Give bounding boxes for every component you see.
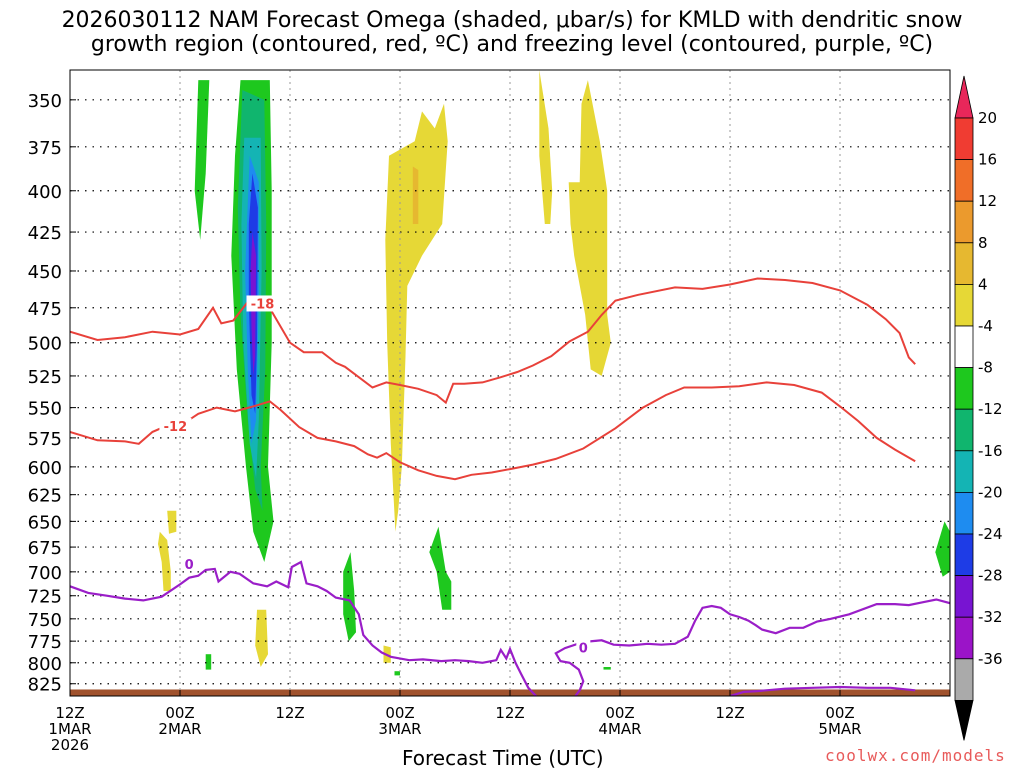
y-tick-label-375: 375 bbox=[28, 138, 62, 159]
x-tick-label-48-1: 12Z bbox=[495, 704, 524, 722]
x-tick-label-0-1: 12Z bbox=[55, 704, 84, 722]
x-tick-label-12-2: 2MAR bbox=[158, 720, 201, 738]
freezing-level-contour-2 bbox=[729, 685, 916, 696]
y-tick-label-750: 750 bbox=[28, 610, 62, 631]
x-axis-title: Forecast Time (UTC) bbox=[402, 746, 604, 770]
omega-region-green-left-lobe bbox=[194, 80, 210, 240]
colorbar-box-6 bbox=[954, 325, 974, 368]
y-tick-label-550: 550 bbox=[28, 399, 62, 420]
dendritic-contour-0 bbox=[70, 277, 916, 405]
colorbar-label--4: -4 bbox=[978, 317, 993, 335]
x-tick-label-84-2: 5MAR bbox=[818, 720, 861, 738]
colorbar-label--16: -16 bbox=[978, 442, 1003, 460]
y-tick-label-825: 825 bbox=[28, 675, 62, 696]
omega-region-orange-mid-spot bbox=[412, 166, 419, 224]
omega-region-green-speck-right bbox=[603, 667, 611, 670]
x-tick-label-60-2: 4MAR bbox=[598, 720, 641, 738]
x-tick-label-36-2: 3MAR bbox=[378, 720, 421, 738]
y-tick-label-425: 425 bbox=[28, 223, 62, 244]
omega-region-green-speck-left bbox=[205, 654, 212, 670]
colorbar-box-14 bbox=[954, 658, 974, 701]
y-tick-label-725: 725 bbox=[28, 587, 62, 608]
colorbar-label--12: -12 bbox=[978, 400, 1003, 418]
x-tick-label-12-1: 00Z bbox=[165, 704, 194, 722]
omega-region-yellow-mid-plume bbox=[385, 103, 448, 532]
y-tick-label-800: 800 bbox=[28, 654, 62, 675]
contour-label-red-1: -12 bbox=[164, 420, 188, 435]
y-tick-label-600: 600 bbox=[28, 458, 62, 479]
contour-label-bg-purple-0 bbox=[182, 556, 197, 572]
colorbar-label--36: -36 bbox=[978, 650, 1003, 668]
omega-region-yellow-right-plume bbox=[539, 70, 553, 224]
colorbar-label-4: 4 bbox=[978, 275, 988, 293]
y-tick-label-575: 575 bbox=[28, 429, 62, 450]
y-tick-label-500: 500 bbox=[28, 334, 62, 355]
y-tick-label-625: 625 bbox=[28, 486, 62, 507]
colorbar-top-arrow bbox=[954, 75, 974, 119]
omega-region-yellow-lower-left-2 bbox=[167, 510, 177, 534]
y-tick-label-525: 525 bbox=[28, 367, 62, 388]
x-tick-label-0-3: 2026 bbox=[51, 736, 89, 754]
x-tick-label-72-1: 12Z bbox=[715, 704, 744, 722]
colorbar-box-13 bbox=[954, 616, 974, 660]
colorbar-box-8 bbox=[954, 408, 974, 452]
omega-region-green-far-right bbox=[935, 521, 950, 577]
colorbar-label-16: 16 bbox=[978, 151, 997, 169]
omega-region-green-lower-2 bbox=[429, 526, 452, 610]
y-tick-label-400: 400 bbox=[28, 182, 62, 203]
omega-region-yellow-far-right bbox=[568, 80, 611, 376]
chart-title-line1: 2026030112 NAM Forecast Omega (shaded, μ… bbox=[61, 8, 963, 33]
omega-region-green-lower-3 bbox=[394, 671, 400, 676]
colorbar-label--8: -8 bbox=[978, 359, 993, 377]
x-tick-label-0-2: 1MAR bbox=[48, 720, 91, 738]
chart-title-line2: growth region (contoured, red, ºC) and f… bbox=[90, 32, 934, 57]
colorbar-bottom-arrow bbox=[954, 700, 974, 741]
x-tick-label-60-1: 00Z bbox=[605, 704, 634, 722]
contour-label-purple-1: 0 bbox=[579, 641, 588, 656]
y-tick-label-675: 675 bbox=[28, 538, 62, 559]
omega-region-green-lower-1 bbox=[343, 552, 356, 642]
colorbar-box-11 bbox=[954, 533, 974, 576]
colorbar-box-9 bbox=[954, 450, 974, 493]
contour-label-bg-red-0 bbox=[246, 295, 279, 312]
x-tick-label-24-1: 12Z bbox=[275, 704, 304, 722]
colorbar-label--32: -32 bbox=[978, 608, 1003, 626]
colorbar-label-8: 8 bbox=[978, 234, 988, 252]
colorbar-box-5 bbox=[954, 283, 974, 327]
colorbar-label-20: 20 bbox=[978, 109, 997, 127]
colorbar-box-7 bbox=[954, 367, 974, 410]
dendritic-contour-1 bbox=[70, 381, 916, 481]
y-tick-label-350: 350 bbox=[28, 91, 62, 112]
contour-label-red-0: -18 bbox=[251, 297, 275, 312]
colorbar-label--28: -28 bbox=[978, 567, 1003, 585]
colorbar-box-1 bbox=[954, 117, 974, 160]
y-tick-label-775: 775 bbox=[28, 632, 62, 653]
colorbar-label--24: -24 bbox=[978, 525, 1003, 543]
x-tick-label-84-1: 00Z bbox=[825, 704, 854, 722]
colorbar-box-10 bbox=[954, 491, 974, 535]
colorbar-box-4 bbox=[954, 242, 974, 285]
y-tick-label-700: 700 bbox=[28, 563, 62, 584]
y-tick-label-450: 450 bbox=[28, 262, 62, 283]
contour-label-bg-purple-1 bbox=[576, 639, 591, 655]
freezing-level-contour-0 bbox=[70, 560, 538, 696]
omega-region-yellow-low-center bbox=[255, 609, 268, 667]
colorbar-box-12 bbox=[954, 575, 974, 618]
colorbar-box-2 bbox=[954, 159, 974, 202]
y-tick-label-475: 475 bbox=[28, 299, 62, 320]
x-tick-label-36-1: 00Z bbox=[385, 704, 414, 722]
freezing-level-contour-1 bbox=[554, 598, 950, 696]
colorbar-label--20: -20 bbox=[978, 483, 1003, 501]
colorbar-box-3 bbox=[954, 200, 974, 244]
contour-label-bg-red-1 bbox=[159, 417, 192, 434]
y-tick-label-650: 650 bbox=[28, 512, 62, 533]
credit-link[interactable]: coolwx.com/models bbox=[825, 746, 1006, 765]
contour-label-purple-0: 0 bbox=[185, 558, 194, 573]
colorbar-label-12: 12 bbox=[978, 192, 997, 210]
